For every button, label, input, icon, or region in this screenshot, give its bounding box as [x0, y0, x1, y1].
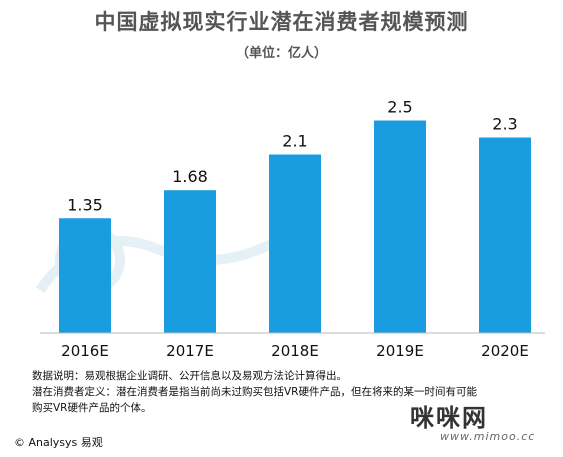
- value-label-2020E: 2.3: [492, 115, 517, 134]
- notes-block: 数据说明：易观根据企业调研、公开信息以及易观方法论计算得出。 潜在消费者定义：潜…: [32, 368, 552, 416]
- chart-unit: （单位：亿人）: [235, 46, 327, 61]
- x-tick-2019E: 2019E: [376, 342, 424, 360]
- bar-chart: 1.35 1.68 2.1 2.5 2.3 2016E 2017E 2018E 2019E 20…: [40, 98, 545, 360]
- site-watermark-logo: 咪咪网: [410, 404, 488, 432]
- x-tick-2017E: 2017E: [166, 342, 214, 360]
- x-tick-2018E: 2018E: [271, 342, 319, 360]
- data-note: 数据说明：易观根据企业调研、公开信息以及易观方法论计算得出。: [32, 370, 347, 382]
- x-tick-2016E: 2016E: [61, 342, 109, 360]
- value-label-2018E: 2.1: [282, 132, 307, 151]
- copyright-footer: © Analysys 易观: [14, 436, 103, 449]
- bar-2019E: [374, 120, 426, 333]
- definition-note-continued: 购买VR硬件产品的个体。: [32, 402, 152, 414]
- bar-2016E: [59, 218, 111, 333]
- definition-note: 潜在消费者定义：潜在消费者是指当前尚未过购买包括VR硬件产品，但在将来的某一时间…: [32, 386, 477, 398]
- chart-title: 中国虚拟现实行业潜在消费者规模预测: [94, 10, 469, 34]
- value-label-2019E: 2.5: [387, 98, 412, 117]
- site-watermark-url: www.mimoo.cc: [440, 430, 536, 443]
- value-label-2016E: 1.35: [67, 195, 103, 214]
- x-tick-2020E: 2020E: [481, 342, 529, 360]
- bar-2020E: [479, 137, 531, 333]
- bar-2018E: [269, 154, 321, 333]
- bar-2017E: [164, 190, 216, 333]
- value-label-2017E: 1.68: [172, 167, 208, 186]
